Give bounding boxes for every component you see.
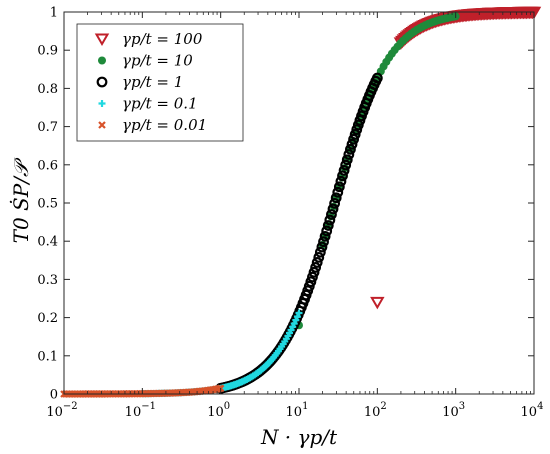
legend-entry-label: γp/t = 100 — [122, 30, 203, 48]
legend-marker — [98, 56, 106, 65]
x-tick-label: 103 — [442, 401, 465, 420]
x-tick-label: 102 — [364, 401, 387, 420]
legend-marker — [98, 100, 106, 107]
data-point — [337, 170, 348, 182]
data-point — [326, 209, 337, 220]
legend-entry-label: γp/t = 0.1 — [122, 95, 198, 113]
y-tick-label: 0.4 — [37, 235, 58, 250]
data-point — [349, 128, 361, 140]
legend-marker — [96, 76, 108, 88]
data-point — [346, 138, 358, 150]
data-point — [341, 154, 353, 166]
data-point — [330, 192, 342, 204]
x-axis-title: N · γp/t — [260, 425, 338, 449]
data-point — [332, 186, 344, 198]
data-point — [322, 220, 334, 231]
plot-frame — [63, 11, 535, 395]
data-point — [329, 197, 341, 209]
legend-entry-label: γp/t = 10 — [122, 52, 193, 70]
y-tick-label: 0.8 — [37, 82, 58, 97]
data-point — [314, 246, 326, 258]
data-point — [335, 175, 347, 187]
data-point — [316, 241, 328, 253]
x-tick-label: 101 — [286, 401, 309, 420]
data-point — [310, 261, 322, 273]
data-point — [351, 124, 363, 136]
data-point — [292, 316, 300, 324]
legend-marker — [98, 121, 106, 129]
y-tick-label: 0.9 — [37, 44, 58, 59]
data-point — [340, 159, 352, 171]
legend-box — [76, 23, 244, 142]
data-point — [333, 181, 345, 193]
legend: γp/t = 100 γp/t = 10 γp/t = 1 γp/t = 0.1 γp/… — [76, 23, 244, 142]
y-tick-label: 1 — [50, 6, 58, 21]
y-tick-label: 0.5 — [37, 197, 58, 212]
axes: 10−2 10−1 100 101 102 103 104 0 0.1 0.2 0.3 0.4 0.5 0… — [8, 6, 543, 450]
data-point — [318, 236, 329, 248]
y-tick-label: 0 — [50, 388, 58, 403]
legend-entry-label: γp/t = 1 — [122, 73, 183, 91]
y-tick-label: 0.1 — [37, 349, 58, 364]
y-tick-label: 0.6 — [37, 158, 58, 173]
y-tick-label: 0.7 — [37, 120, 58, 135]
data-point — [370, 296, 385, 310]
legend-marker — [94, 33, 110, 46]
y-tick-label: 0.2 — [37, 311, 58, 326]
legend-entry-label: γp/t = 0.01 — [122, 116, 207, 134]
data-point — [371, 72, 383, 84]
data-point — [319, 230, 331, 242]
x-tick-label: 104 — [521, 401, 544, 420]
x-tick-label: 10−2 — [46, 401, 77, 420]
x-tick-label: 10−1 — [125, 401, 156, 420]
data-point — [526, 6, 542, 20]
data-point — [313, 251, 325, 263]
data-point — [327, 203, 339, 215]
data-point — [321, 225, 333, 237]
data-point — [295, 309, 303, 317]
data-point — [345, 143, 356, 155]
y-axis-title: T0 ṠP/𝒫 — [8, 157, 33, 243]
data-point — [293, 313, 301, 321]
data-point — [311, 257, 323, 268]
data-point — [343, 149, 355, 160]
data-point — [307, 271, 318, 283]
data-point — [324, 214, 336, 226]
data-marks — [60, 6, 542, 398]
data-point — [308, 266, 320, 278]
x-tick-label: 100 — [207, 401, 230, 420]
data-point — [338, 164, 350, 176]
y-tick-label: 0.3 — [37, 273, 58, 288]
data-point — [348, 133, 359, 145]
